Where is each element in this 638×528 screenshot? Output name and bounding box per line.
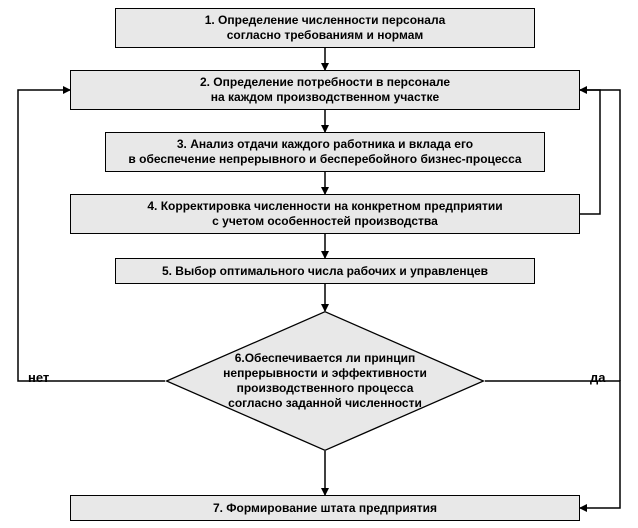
node-7: 7. Формирование штата предприятия	[70, 495, 580, 521]
node-7-text: 7. Формирование штата предприятия	[213, 501, 437, 516]
node-1: 1. Определение численности персоналасогл…	[115, 8, 535, 48]
node-2-text: 2. Определение потребности в персоналена…	[200, 75, 450, 105]
node-6-text: 6.Обеспечивается ли принципнепрерывности…	[165, 311, 485, 451]
flowchart-canvas: 1. Определение численности персоналасогл…	[0, 0, 638, 528]
node-5: 5. Выбор оптимального числа рабочих и уп…	[115, 258, 535, 284]
node-1-text: 1. Определение численности персоналасогл…	[205, 13, 446, 43]
label-no: нет	[28, 370, 49, 385]
node-6-decision: 6.Обеспечивается ли принципнепрерывности…	[165, 311, 485, 451]
node-4-text: 4. Корректировка численности на конкретн…	[147, 199, 502, 229]
label-yes: да	[590, 370, 605, 385]
node-4: 4. Корректировка численности на конкретн…	[70, 194, 580, 234]
node-3-text: 3. Анализ отдачи каждого работника и вкл…	[128, 137, 521, 167]
node-2: 2. Определение потребности в персоналена…	[70, 70, 580, 110]
node-3: 3. Анализ отдачи каждого работника и вкл…	[105, 132, 545, 172]
node-5-text: 5. Выбор оптимального числа рабочих и уп…	[162, 264, 488, 279]
